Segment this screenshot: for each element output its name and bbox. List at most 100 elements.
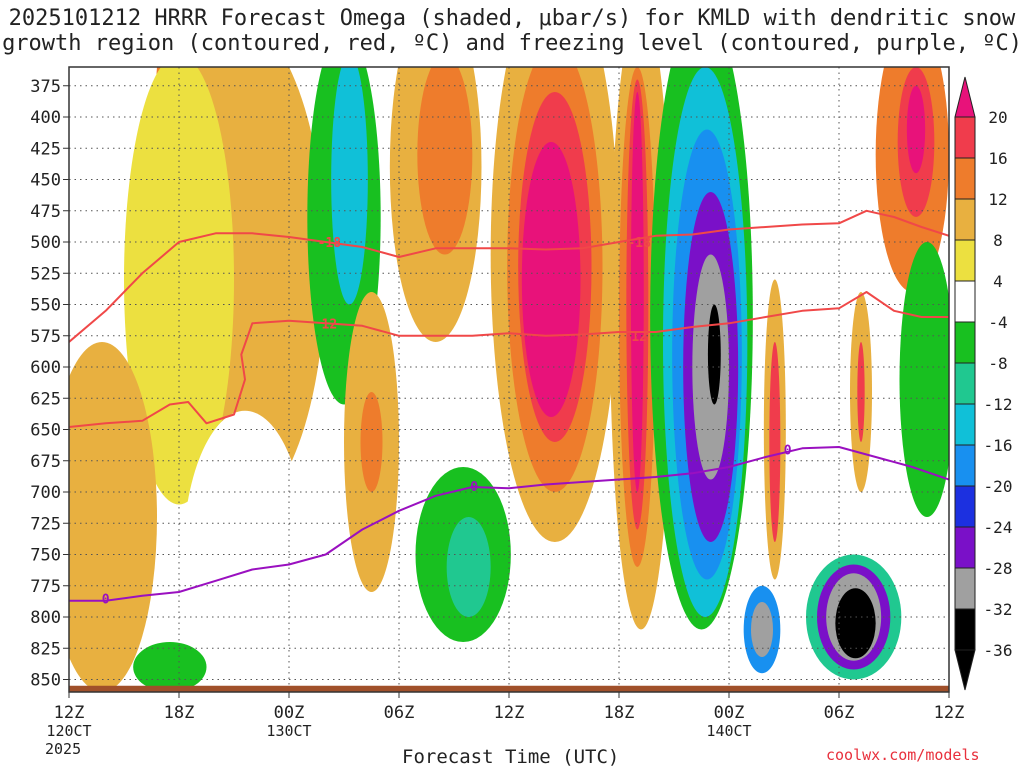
x-tick-label: 00Z: [274, 703, 305, 723]
omega-cell: [360, 392, 383, 492]
x-tick-label: 12Z: [934, 703, 965, 723]
terrain-fill: [69, 685, 949, 692]
omega-cell: [899, 242, 949, 517]
omega-cell: [707, 304, 721, 405]
colorbar-swatch: [954, 403, 976, 446]
grid-lines: [69, 67, 949, 692]
y-tick-label: 500: [30, 233, 61, 253]
colorbar-label: -20: [984, 477, 1013, 496]
y-tick-label: 725: [30, 514, 61, 534]
y-axis: 375 400 425 450 475 500 525 550 575 600 625 650 675 7…: [30, 77, 69, 691]
y-tick-label: 375: [30, 77, 61, 97]
colorbar-label: 8: [993, 231, 1003, 250]
dgz-bottom-contour-label: 12: [631, 330, 647, 345]
chart-title: 2025101212 HRRR Forecast Omega (shaded, …: [0, 6, 1024, 56]
y-tick-label: 800: [30, 608, 61, 628]
dgz-top-contour-label: -18: [318, 236, 342, 251]
x-tick-label: 12Z: [494, 703, 525, 723]
x-tick-label: 18Z: [164, 703, 195, 723]
y-tick-label: 700: [30, 483, 61, 503]
omega-cell: [69, 342, 157, 692]
omega-cell: [906, 85, 926, 174]
colorbar-label: 4: [993, 272, 1003, 291]
y-tick-label: 600: [30, 358, 61, 378]
y-tick-label: 475: [30, 202, 61, 222]
omega-cell: [769, 342, 781, 542]
omega-cell: [446, 517, 491, 617]
y-tick-label: 825: [30, 639, 61, 659]
dgz-bottom-contour-label: 12: [322, 317, 338, 332]
colorbar-label: 20: [988, 108, 1007, 127]
colorbar-swatch: [954, 116, 976, 159]
y-tick-label: 850: [30, 671, 61, 691]
colorbar-top-arrow: [954, 76, 976, 118]
colorbar: 20 16 12 8 4 -4 -8 -12 -16 -20 -24 -28 -32 -36: [954, 76, 1013, 691]
freezing-level-contour-label: 0: [102, 592, 110, 607]
omega-cell: [835, 588, 876, 659]
colorbar-label: -32: [984, 600, 1013, 619]
colorbar-swatch: [954, 444, 976, 487]
y-tick-label: 525: [30, 264, 61, 284]
colorbar-label: 16: [988, 149, 1007, 168]
colorbar-swatch: [954, 239, 976, 282]
x-tick-date-label: 140CT: [706, 722, 751, 740]
terrain-strip: [69, 685, 949, 692]
y-tick-label: 750: [30, 546, 61, 566]
x-tick-label: 00Z: [714, 703, 745, 723]
x-tick-label: 18Z: [604, 703, 635, 723]
x-tick-date-label: 120CT: [46, 722, 91, 740]
colorbar-bottom-arrow: [954, 649, 976, 691]
omega-cell: [857, 342, 865, 442]
dgz-bottom-contour: [69, 291, 949, 428]
omega-cell: [630, 92, 644, 492]
colorbar-swatch: [954, 280, 976, 323]
x-tick-label: 06Z: [384, 703, 415, 723]
freezing-level-contour-label: 0: [784, 444, 792, 459]
y-tick-label: 650: [30, 421, 61, 441]
x-axis-title: Forecast Time (UTC): [402, 746, 620, 768]
freezing-level-contour: [69, 446, 949, 602]
colorbar-swatch: [954, 485, 976, 528]
omega-cell: [133, 642, 207, 692]
site-credit: coolwx.com/models: [826, 746, 980, 764]
colorbar-swatch: [954, 362, 976, 405]
y-tick-label: 625: [30, 389, 61, 409]
colorbar-label: -8: [988, 354, 1007, 373]
year-label: 2025: [45, 740, 82, 758]
colorbar-swatch: [954, 526, 976, 569]
colorbar-label: -4: [988, 313, 1007, 332]
colorbar-swatch: [954, 608, 976, 651]
omega-cell: [124, 67, 234, 505]
freezing-level-contour-label: 0: [470, 480, 478, 495]
omega-cell: [331, 67, 368, 305]
colorbar-swatch: [954, 567, 976, 610]
y-tick-label: 400: [30, 108, 61, 128]
chart-title-line-2: growth region (contoured, red, ºC) and f…: [2, 31, 1022, 56]
omega-cell: [182, 410, 308, 692]
chart-title-line-1: 2025101212 HRRR Forecast Omega (shaded, …: [8, 6, 1016, 31]
colorbar-label: -16: [984, 436, 1013, 455]
y-tick-label: 775: [30, 577, 61, 597]
omega-cell: [751, 602, 773, 657]
dgz-top-contour: [69, 209, 949, 343]
colorbar-label: 12: [988, 190, 1007, 209]
colorbar-swatch: [954, 198, 976, 241]
colorbar-swatch: [954, 157, 976, 200]
y-tick-label: 675: [30, 452, 61, 472]
omega-cell: [521, 142, 581, 417]
omega-cell: [417, 67, 473, 255]
omega-shading: [69, 67, 949, 692]
y-tick-label: 425: [30, 139, 61, 159]
contour-lines: -18 -18 12 12 0 0 0: [69, 209, 949, 607]
x-tick-label: 12Z: [54, 703, 85, 723]
y-tick-label: 450: [30, 171, 61, 191]
x-tick-date-label: 130CT: [266, 722, 311, 740]
dgz-top-contour-label: -18: [627, 236, 651, 251]
colorbar-label: -28: [984, 559, 1013, 578]
colorbar-label: -36: [984, 641, 1013, 660]
y-tick-label: 550: [30, 296, 61, 316]
colorbar-swatch: [954, 321, 976, 364]
x-tick-label: 06Z: [824, 703, 855, 723]
